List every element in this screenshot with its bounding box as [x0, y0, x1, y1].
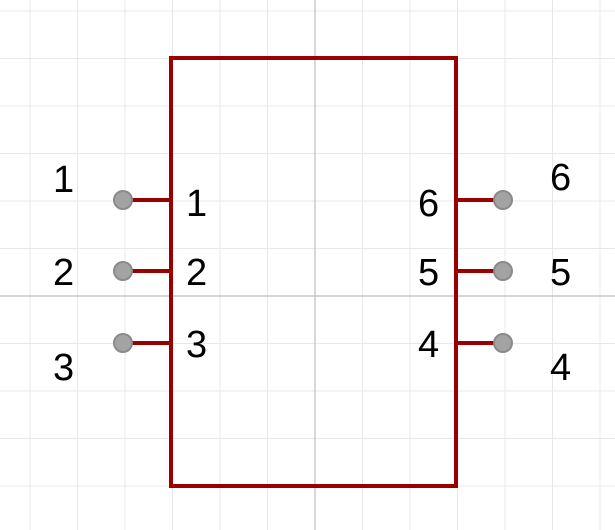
pin-4[interactable]: 4 4	[418, 324, 571, 389]
pin-3[interactable]: 3 3	[53, 324, 207, 389]
pin-3-name: 3	[186, 324, 207, 366]
pin-4-number: 4	[550, 347, 571, 389]
pin-3-number: 3	[53, 347, 74, 389]
pin-2-number: 2	[53, 252, 74, 294]
pin-1-name: 1	[186, 183, 207, 225]
pin-1-number: 1	[53, 159, 74, 201]
pin-6[interactable]: 6 6	[418, 157, 571, 225]
pin-5-endpoint[interactable]	[493, 261, 513, 281]
pin-5-number: 5	[550, 252, 571, 294]
pin-1-endpoint[interactable]	[113, 190, 133, 210]
component-body[interactable]	[169, 56, 458, 488]
pin-6-name: 6	[418, 183, 439, 225]
pin-2-name: 2	[186, 252, 207, 294]
pin-1[interactable]: 1 1	[53, 159, 207, 225]
pin-4-name: 4	[418, 324, 439, 366]
pin-5[interactable]: 5 5	[418, 252, 571, 294]
pin-6-number: 6	[550, 157, 571, 199]
pin-2[interactable]: 2 2	[53, 252, 207, 294]
pin-2-endpoint[interactable]	[113, 261, 133, 281]
pin-3-endpoint[interactable]	[113, 333, 133, 353]
pin-4-endpoint[interactable]	[493, 333, 513, 353]
pin-5-name: 5	[418, 252, 439, 294]
pin-6-endpoint[interactable]	[493, 190, 513, 210]
